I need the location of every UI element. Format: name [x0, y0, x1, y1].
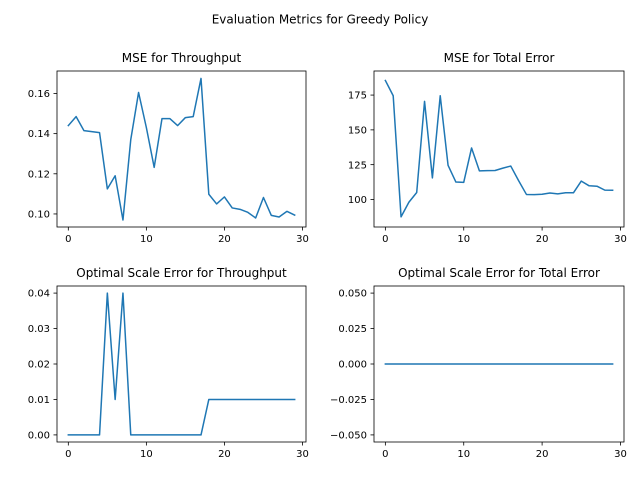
y-tick-label: 0.14 — [28, 129, 50, 140]
x-tick-label: 0 — [65, 449, 71, 460]
series-line — [384, 79, 614, 218]
y-tick-label: −0.050 — [330, 431, 367, 442]
axes-frame — [56, 70, 307, 228]
y-tick-label: 0.025 — [338, 324, 367, 335]
x-tick-label: 30 — [614, 234, 627, 245]
x-tick-label: 20 — [218, 449, 231, 460]
x-tick-label: 10 — [457, 449, 470, 460]
x-tick-label: 10 — [140, 234, 153, 245]
x-tick-label: 10 — [140, 449, 153, 460]
x-tick-label: 0 — [382, 449, 388, 460]
x-tick-label: 30 — [296, 234, 309, 245]
axes-frame — [56, 285, 307, 443]
y-tick-label: 0.03 — [28, 324, 50, 335]
x-tick-label: 0 — [65, 234, 71, 245]
subplot-mse-throughput: MSE for Throughput 0 10 20 30 0.10 0.12 0.14 0.… — [28, 51, 309, 245]
subplot-title: MSE for Total Error — [444, 51, 555, 65]
subplot-scale-error-throughput: Optimal Scale Error for Throughput 0 10 20… — [28, 266, 309, 460]
x-tick-label: 30 — [614, 449, 627, 460]
y-tick-label: 175 — [348, 91, 367, 102]
x-tick-label: 10 — [457, 234, 470, 245]
series-line — [67, 292, 296, 436]
x-tick-label: 30 — [296, 449, 309, 460]
subplot-scale-error-total-error: Optimal Scale Error for Total Error 0 10 2… — [330, 266, 627, 460]
y-tick-label: 150 — [348, 125, 367, 136]
y-tick-label: 100 — [348, 195, 367, 206]
axes-frame — [373, 70, 625, 228]
series-line — [67, 77, 296, 221]
subplot-title: Optimal Scale Error for Throughput — [76, 266, 287, 280]
y-tick-label: 0.000 — [338, 360, 367, 371]
y-tick-label: 0.10 — [28, 210, 50, 221]
x-tick-label: 20 — [536, 449, 549, 460]
subplot-mse-total-error: MSE for Total Error 0 10 20 30 100 125 150 175 — [348, 51, 627, 245]
y-tick-label: 0.00 — [28, 431, 50, 442]
figure-title: Evaluation Metrics for Greedy Policy — [212, 13, 429, 27]
subplot-title: Optimal Scale Error for Total Error — [398, 266, 600, 280]
y-tick-label: 0.01 — [28, 395, 50, 406]
x-tick-label: 20 — [218, 234, 231, 245]
y-tick-label: 0.04 — [28, 289, 50, 300]
y-tick-label: 0.12 — [28, 169, 50, 180]
y-tick-label: −0.025 — [330, 395, 367, 406]
x-tick-label: 0 — [382, 234, 388, 245]
y-tick-label: 125 — [348, 160, 367, 171]
subplot-title: MSE for Throughput — [122, 51, 242, 65]
y-tick-label: 0.16 — [28, 89, 50, 100]
x-tick-label: 20 — [536, 234, 549, 245]
y-tick-label: 0.02 — [28, 360, 50, 371]
y-tick-label: 0.050 — [338, 289, 367, 300]
